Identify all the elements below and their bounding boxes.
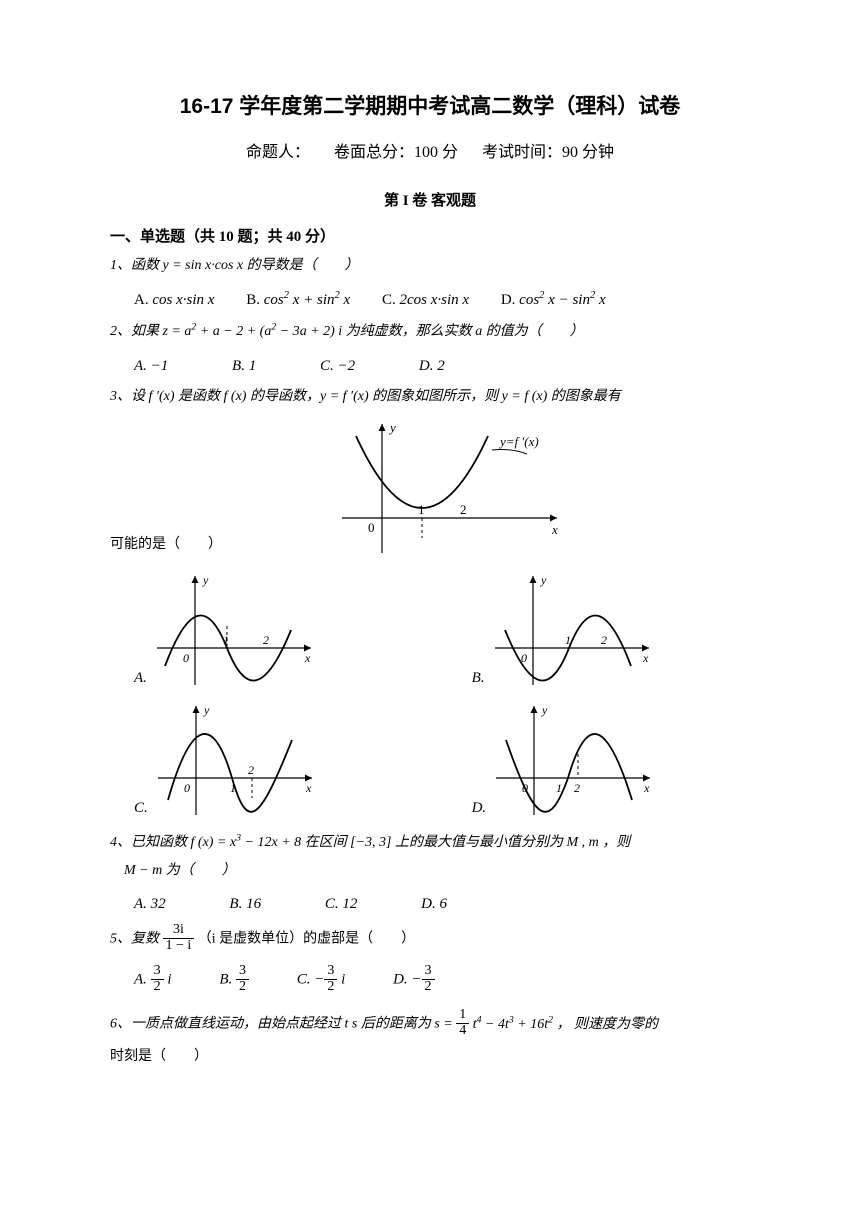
svg-text:0: 0: [183, 651, 189, 665]
q1-text: 1、函数 y = sin x·cos x 的导数是（ ）: [110, 258, 359, 273]
q3-a-label: A.: [134, 666, 147, 690]
svg-text:2: 2: [574, 781, 580, 795]
q3-main-svg: 0 1 2 y x y=f ′(x): [332, 418, 572, 558]
q5-opt-a: A. 32 i: [134, 965, 172, 995]
svg-text:x: x: [305, 781, 312, 795]
q3-c-svg: 0 1 2 y x: [152, 700, 322, 820]
q3-a-svg: 0 1 2 y x: [151, 570, 321, 690]
part-title: 第 I 卷 客观题: [110, 189, 750, 213]
svg-text:0: 0: [521, 651, 527, 665]
q3-d-label: D.: [472, 796, 487, 820]
question-4b: M − m 为（ ）: [110, 860, 750, 882]
q4-options: A. 32 B. 16 C. 12 D. 6: [110, 892, 750, 916]
svg-text:x: x: [551, 522, 558, 537]
q5-opt-b: B. 32: [219, 965, 249, 995]
q3-c-label: C.: [134, 796, 148, 820]
svg-text:1: 1: [565, 633, 571, 647]
page-title: 16-17 学年度第二学期期中考试高二数学（理科）试卷: [110, 90, 750, 124]
q1-opt-c: C. 2cos x·sin x: [382, 288, 469, 312]
svg-text:1: 1: [223, 633, 229, 647]
svg-text:y: y: [388, 420, 396, 435]
q3-options: A. 0 1 2 y x B. 0 1 2 y x C.: [110, 570, 750, 820]
q3-b-svg: 0 1 2 y x: [489, 570, 659, 690]
q4-opt-b: B. 16: [229, 892, 261, 916]
q3-b-label: B.: [472, 666, 485, 690]
svg-text:2: 2: [460, 502, 467, 517]
svg-text:y: y: [541, 703, 548, 717]
q5-text-a: 5、复数: [110, 932, 163, 947]
svg-text:x: x: [304, 651, 311, 665]
q4-opt-d: D. 6: [421, 892, 447, 916]
q2-opt-a: A. −1: [134, 354, 168, 378]
question-2: 2、如果 z = a2 + a − 2 + (a2 − 3a + 2) i 为纯…: [110, 320, 750, 344]
q1-opt-b: B. cos2 x + sin2 x: [246, 288, 350, 312]
svg-text:y=f ′(x): y=f ′(x): [498, 434, 539, 449]
total-score: 卷面总分：100 分: [334, 144, 458, 161]
svg-text:y: y: [540, 573, 547, 587]
svg-text:2: 2: [248, 763, 254, 777]
question-3a: 3、设 f ′(x) 是函数 f (x) 的导函数，y = f ′(x) 的图象…: [110, 386, 750, 408]
svg-text:2: 2: [263, 633, 269, 647]
svg-text:y: y: [202, 573, 209, 587]
svg-text:0: 0: [522, 781, 528, 795]
question-1: 1、函数 y = sin x·cos x 的导数是（ ）: [110, 255, 750, 277]
question-4: 4、已知函数 f (x) = x3 − 12x + 8 在区间 [−3, 3] …: [110, 830, 750, 854]
q5-frac: 3i1 − i: [163, 923, 195, 953]
q5-text-b: （i 是虚数单位）的虚部是（ ）: [198, 932, 415, 947]
q1-opt-d: D. cos2 x − sin2 x: [501, 288, 606, 312]
svg-text:0: 0: [368, 520, 375, 535]
q3-main-graph: 0 1 2 y x y=f ′(x): [332, 418, 572, 558]
question-6: 6、一质点做直线运动，由始点起经过 t s 后的距离为 s = 14 t4 − …: [110, 1009, 750, 1039]
q3-opt-d: D. 0 1 2 y x: [472, 700, 750, 820]
svg-text:0: 0: [184, 781, 190, 795]
q5-opt-d: D. −32: [393, 965, 434, 995]
q5-opt-c: C. −32 i: [297, 965, 346, 995]
svg-text:1: 1: [230, 781, 236, 795]
exam-time: 考试时间：90 分钟: [482, 144, 614, 161]
section-title: 一、单选题（共 10 题；共 40 分）: [110, 225, 750, 249]
question-6b: 时刻是（ ）: [110, 1046, 750, 1068]
q1-opt-a: A. cos x·sin x: [134, 288, 214, 312]
svg-text:1: 1: [418, 502, 425, 517]
q2-opt-d: D. 2: [419, 354, 445, 378]
q3-d-svg: 0 1 2 y x: [490, 700, 660, 820]
q3-opt-a: A. 0 1 2 y x: [134, 570, 412, 690]
svg-text:2: 2: [601, 633, 607, 647]
q1-options: A. cos x·sin x B. cos2 x + sin2 x C. 2co…: [110, 288, 750, 312]
subtitle: 命题人： 卷面总分：100 分 考试时间：90 分钟: [110, 140, 750, 166]
svg-text:x: x: [642, 651, 649, 665]
q2-opt-b: B. 1: [232, 354, 256, 378]
svg-text:1: 1: [556, 781, 562, 795]
question-3b: 可能的是（ ）: [110, 534, 222, 556]
q4-opt-c: C. 12: [325, 892, 358, 916]
svg-text:x: x: [643, 781, 650, 795]
q3-opt-b: B. 0 1 2 y x: [472, 570, 750, 690]
q3-opt-c: C. 0 1 2 y x: [134, 700, 412, 820]
q4-opt-a: A. 32: [134, 892, 166, 916]
author-label: 命题人：: [246, 144, 310, 161]
q2-options: A. −1 B. 1 C. −2 D. 2: [110, 354, 750, 378]
question-5: 5、复数 3i1 − i （i 是虚数单位）的虚部是（ ）: [110, 924, 750, 954]
q5-options: A. 32 i B. 32 C. −32 i D. −32: [110, 965, 750, 995]
q2-opt-c: C. −2: [320, 354, 355, 378]
svg-text:y: y: [203, 703, 210, 717]
